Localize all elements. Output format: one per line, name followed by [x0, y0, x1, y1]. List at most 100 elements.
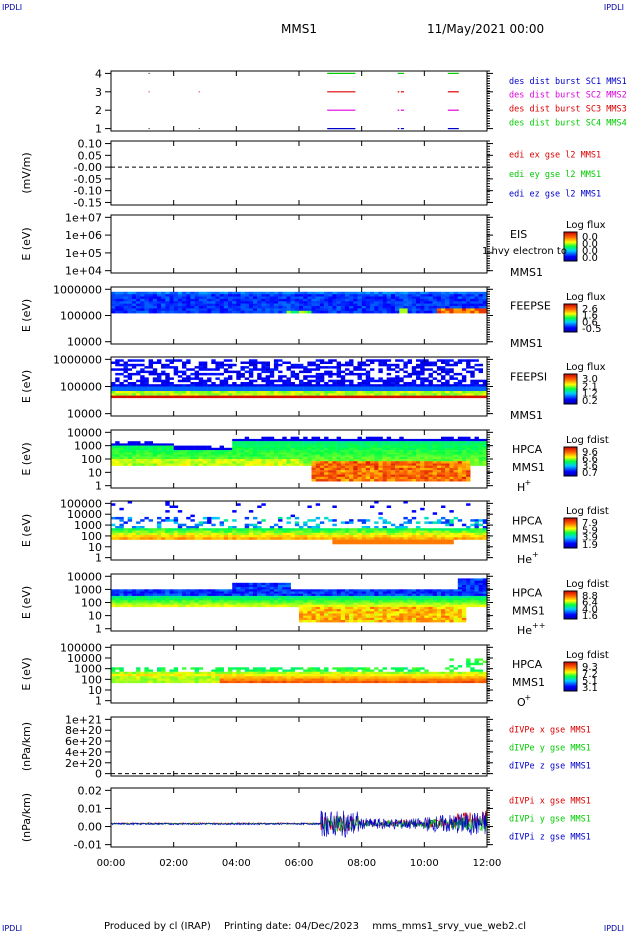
spectrogram-cell [265, 600, 270, 603]
spectrogram-cell [399, 436, 404, 440]
spectrogram-cell [127, 519, 133, 522]
spectrogram-cell [457, 617, 463, 621]
spectrogram-cell [303, 463, 308, 466]
spectrogram-cell [461, 530, 467, 533]
spectrogram-cell [319, 450, 325, 453]
spectrogram-cell [445, 395, 450, 399]
spectrogram-cell [169, 386, 174, 389]
spectrogram-cell [265, 370, 270, 374]
spectrogram-cell [253, 388, 258, 392]
spectrogram-cell [349, 388, 354, 392]
spectrogram-cell [165, 510, 170, 513]
spectrogram-cell [253, 526, 258, 529]
spectrogram-cell [482, 530, 488, 533]
spectrogram-cell [182, 602, 187, 605]
spectrogram-cell [248, 370, 254, 374]
spectrogram-cell [269, 445, 275, 448]
spectrogram-cell [257, 589, 262, 592]
spectrogram-cell [119, 537, 124, 540]
spectrogram-cell [157, 600, 162, 603]
spectrogram-cell [378, 443, 383, 446]
spectrogram-cell [315, 476, 321, 480]
spectrogram-cell [311, 532, 316, 536]
spectrogram-cell [115, 530, 120, 533]
spectrogram-cell [340, 450, 346, 453]
spectrogram-cell [223, 600, 229, 603]
spectrogram-cell [307, 438, 312, 442]
spectrogram-cell [466, 393, 471, 396]
spectrogram-cell [278, 530, 283, 533]
spectrogram-cell [265, 301, 270, 304]
spectrogram-cell [332, 463, 337, 466]
spectrogram-cell [265, 377, 270, 380]
spectrogram-cell [228, 463, 233, 466]
spectrogram-cell [457, 384, 463, 387]
spectrogram-cell [428, 391, 433, 394]
spectrogram-cell [182, 291, 187, 295]
spectrogram-cell [148, 532, 153, 536]
spectrogram-cell [223, 386, 229, 389]
spectrogram-cell [119, 303, 124, 307]
spectrogram-cell [478, 589, 483, 592]
spectrogram-cell [273, 391, 279, 394]
spectrogram-cell [482, 445, 488, 448]
spectrogram-cell [148, 461, 153, 464]
spectrogram-cell [357, 372, 362, 376]
spectrogram-cell [424, 303, 429, 307]
spectrogram-cell [432, 591, 438, 594]
spectrogram-cell [420, 372, 425, 376]
spectrogram-cell [411, 476, 417, 480]
spectrogram-cell [182, 370, 187, 374]
spectrogram-cell [127, 604, 133, 608]
spectrogram-cell [190, 537, 195, 540]
spectrogram-cell [278, 537, 283, 540]
spectrogram-cell [319, 472, 325, 475]
spectrogram-cell [428, 395, 433, 399]
spectrogram-cell [315, 523, 321, 527]
spectrogram-cell [374, 443, 379, 446]
spectrogram-cell [461, 528, 467, 531]
spectrogram-cell [374, 393, 379, 396]
spectrogram-cell [357, 382, 362, 385]
spectrogram-cell [474, 578, 479, 581]
spectrogram-cell [395, 598, 400, 601]
spectrogram-cell [315, 589, 321, 592]
spectrogram-cell [194, 600, 199, 603]
spectrogram-cell [420, 361, 425, 364]
spectrogram-cell [420, 395, 425, 399]
spectrogram-cell [315, 441, 321, 444]
spectrogram-cell [432, 361, 438, 364]
spectrogram-cell [357, 604, 362, 608]
spectrogram-cell [361, 386, 367, 389]
spectrogram-cell [290, 375, 295, 378]
spectrogram-cell [399, 294, 404, 297]
spectrogram-cell [470, 366, 475, 369]
spectrogram-cell [365, 528, 371, 531]
spectrogram-cell [332, 303, 337, 307]
spectrogram-cell [228, 310, 233, 314]
spectrogram-cell [186, 602, 191, 605]
spectrogram-cell [198, 386, 204, 389]
spectrogram-cell [215, 589, 220, 592]
spectrogram-cell [370, 620, 375, 623]
spectrogram-cell [403, 593, 408, 597]
spectrogram-cell [395, 604, 400, 608]
spectrogram-cell [399, 591, 404, 594]
spectrogram-cell [303, 384, 308, 387]
spectrogram-cell [324, 463, 329, 466]
spectrogram-cell [407, 375, 412, 378]
spectrogram-cell [328, 388, 333, 392]
spectrogram-cell [232, 301, 237, 304]
spectrogram-cell [215, 516, 220, 520]
spectrogram-cell [169, 447, 174, 451]
spectrogram-cell [432, 465, 438, 469]
spectrogram-cell [361, 382, 367, 385]
spectrogram-cell [273, 445, 279, 448]
spectrogram-cell [395, 443, 400, 446]
spectrogram-cell [445, 530, 450, 533]
spectrogram-cell [161, 445, 166, 448]
spectrogram-cell [177, 386, 183, 389]
spectrogram-cell [482, 463, 488, 466]
spectrogram-cell [248, 388, 254, 392]
spectrogram-cell [432, 512, 438, 515]
